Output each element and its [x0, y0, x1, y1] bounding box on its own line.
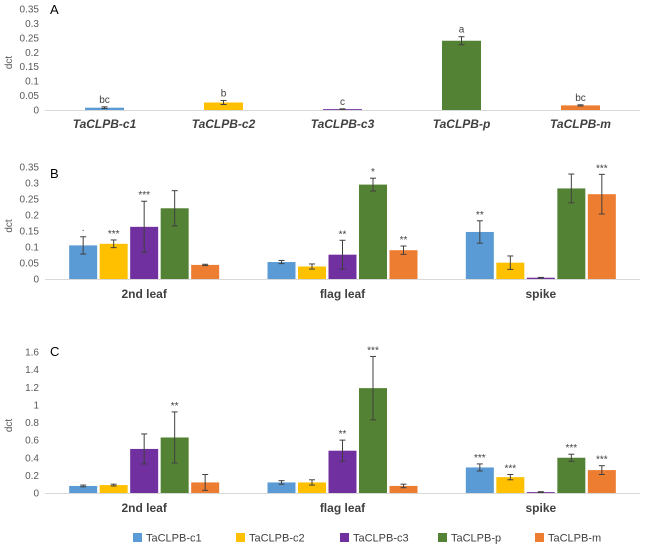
panel-c-y-tick-label: 0.8	[25, 418, 39, 429]
legend-label-taclpb-p: TaCLPB-p	[451, 533, 501, 545]
panel-b-bar-taclpb-m	[191, 264, 220, 279]
panel-b-annotation: ***	[108, 229, 120, 240]
panel-b-y-tick-label: 0.2	[25, 211, 39, 222]
panel-a-annotation: bc	[575, 93, 586, 104]
panel-a-bar-taclpb-p	[442, 40, 481, 110]
panel-b-bar-taclpb-c2	[298, 266, 326, 279]
legend-swatch-taclpb-c1	[133, 533, 142, 542]
panel-c-y-tick-label: 0	[33, 489, 39, 500]
panel-b-y-tick-label: 0.15	[20, 227, 40, 238]
panel-c-category-label: flag leaf	[320, 501, 366, 515]
legend-label-taclpb-c2: TaCLPB-c2	[249, 533, 305, 545]
panel-b-annotation: ***	[596, 163, 608, 174]
panel-c-y-tick-label: 1.6	[25, 348, 39, 359]
panel-b-label: B	[50, 166, 59, 181]
panel-c-y-tick-label: 0.2	[25, 471, 39, 482]
panel-b-y-tick-label: 0.3	[25, 179, 39, 190]
panel-b-annotation: ·	[81, 225, 84, 236]
panel-b-bar-taclpb-c2	[496, 262, 525, 279]
panel-b-bar-taclpb-m	[389, 250, 418, 279]
panel-a-bar-taclpb-c2	[204, 102, 243, 110]
panel-c-category-label: 2nd leaf	[121, 501, 167, 515]
panel-b-annotation: *	[371, 167, 375, 178]
panel-c-annotation: **	[171, 401, 179, 412]
panel-a-label: A	[50, 2, 59, 17]
panel-c-bar-taclpb-m	[389, 485, 418, 493]
panel-b-annotation: **	[476, 210, 484, 221]
panel-c-y-axis-label: dct	[4, 419, 15, 433]
panel-a-chart: A00.050.10.150.20.250.30.35dctbcTaCLPB-c…	[4, 2, 640, 131]
legend: TaCLPB-c1 TaCLPB-c2 TaCLPB-c3 TaCLPB-p TaCLP…	[133, 533, 601, 545]
panel-c-bar-taclpb-c2	[99, 485, 128, 493]
legend-swatch-taclpb-p	[438, 533, 447, 542]
panel-a-y-tick-label: 0.2	[25, 48, 39, 59]
panel-a-category-label: TaCLPB-c1	[73, 117, 137, 131]
panel-a-annotation: bc	[99, 95, 110, 106]
panel-a-y-tick-label: 0.1	[25, 77, 39, 88]
panel-b-y-tick-label: 0.25	[20, 195, 40, 206]
panel-a-category-label: TaCLPB-m	[550, 117, 611, 131]
panel-b-annotation: **	[400, 235, 408, 246]
panel-c-bar-taclpb-m	[587, 470, 616, 493]
panel-c-bar-taclpb-c2	[496, 477, 525, 493]
panel-b-annotation: ***	[138, 190, 150, 201]
panel-c-bar-taclpb-c1	[465, 467, 494, 493]
panel-c-annotation: **	[339, 429, 347, 440]
panel-b-category-label: spike	[525, 287, 556, 301]
panel-a-bar-taclpb-m	[561, 105, 600, 110]
panel-c-category-label: spike	[525, 501, 556, 515]
panel-c-bar-taclpb-c2	[298, 482, 326, 493]
panel-a-y-tick-label: 0	[33, 106, 39, 117]
legend-label-taclpb-m: TaCLPB-m	[548, 533, 601, 545]
panel-c-annotation: ***	[596, 455, 608, 466]
panel-b-y-axis-label: dct	[4, 219, 15, 233]
panel-c-y-tick-label: 1	[33, 400, 39, 411]
panel-c-bar-taclpb-c1	[267, 482, 296, 493]
panel-b-y-tick-label: 0.1	[25, 243, 39, 254]
panel-c-y-tick-label: 1.2	[25, 383, 39, 394]
panel-a-annotation: a	[459, 25, 465, 36]
panel-a-y-tick-label: 0.3	[25, 19, 39, 30]
legend-swatch-taclpb-m	[535, 533, 544, 542]
panel-a-category-label: TaCLPB-p	[433, 117, 491, 131]
panel-a-annotation: b	[221, 88, 227, 99]
legend-swatch-taclpb-c2	[236, 533, 245, 542]
panel-a-y-axis-label: dct	[4, 56, 15, 70]
panel-c-y-tick-label: 0.6	[25, 436, 39, 447]
panel-b-annotation: **	[339, 229, 347, 240]
panel-b-category-label: 2nd leaf	[121, 287, 167, 301]
panel-b-bar-taclpb-p	[359, 184, 387, 279]
panel-c-annotation: ***	[367, 345, 379, 356]
panel-a-category-label: TaCLPB-c3	[311, 117, 375, 131]
panel-c-bar-taclpb-c1	[69, 485, 98, 493]
panel-a-y-tick-label: 0.25	[20, 33, 40, 44]
panel-a-y-tick-label: 0.15	[20, 62, 40, 73]
panel-b-y-tick-label: 0.05	[20, 259, 40, 270]
panel-c-label: C	[50, 344, 59, 359]
legend-label-taclpb-c1: TaCLPB-c1	[146, 533, 202, 545]
panel-a-y-tick-label: 0.35	[20, 5, 40, 16]
legend-swatch-taclpb-c3	[340, 533, 349, 542]
panel-a-y-tick-label: 0.05	[20, 91, 40, 102]
panel-b-category-label: flag leaf	[320, 287, 366, 301]
legend-label-taclpb-c3: TaCLPB-c3	[353, 533, 409, 545]
panel-b-bar-taclpb-c2	[99, 243, 128, 279]
panel-c-bar-taclpb-p	[557, 457, 586, 493]
panel-c-annotation: ***	[474, 453, 486, 464]
panel-a-category-label: TaCLPB-c2	[192, 117, 256, 131]
panel-b-y-tick-label: 0.35	[20, 163, 40, 174]
panel-a-annotation: c	[340, 97, 345, 108]
panel-c-y-tick-label: 0.4	[25, 453, 39, 464]
panel-c-annotation: ***	[565, 443, 577, 454]
panel-b-bar-taclpb-c1	[267, 262, 296, 279]
panel-b-y-tick-label: 0	[33, 275, 39, 286]
panel-c-annotation: ***	[504, 463, 516, 474]
panel-c-y-tick-label: 1.4	[25, 365, 39, 376]
panel-b-bar-taclpb-p	[557, 188, 586, 279]
